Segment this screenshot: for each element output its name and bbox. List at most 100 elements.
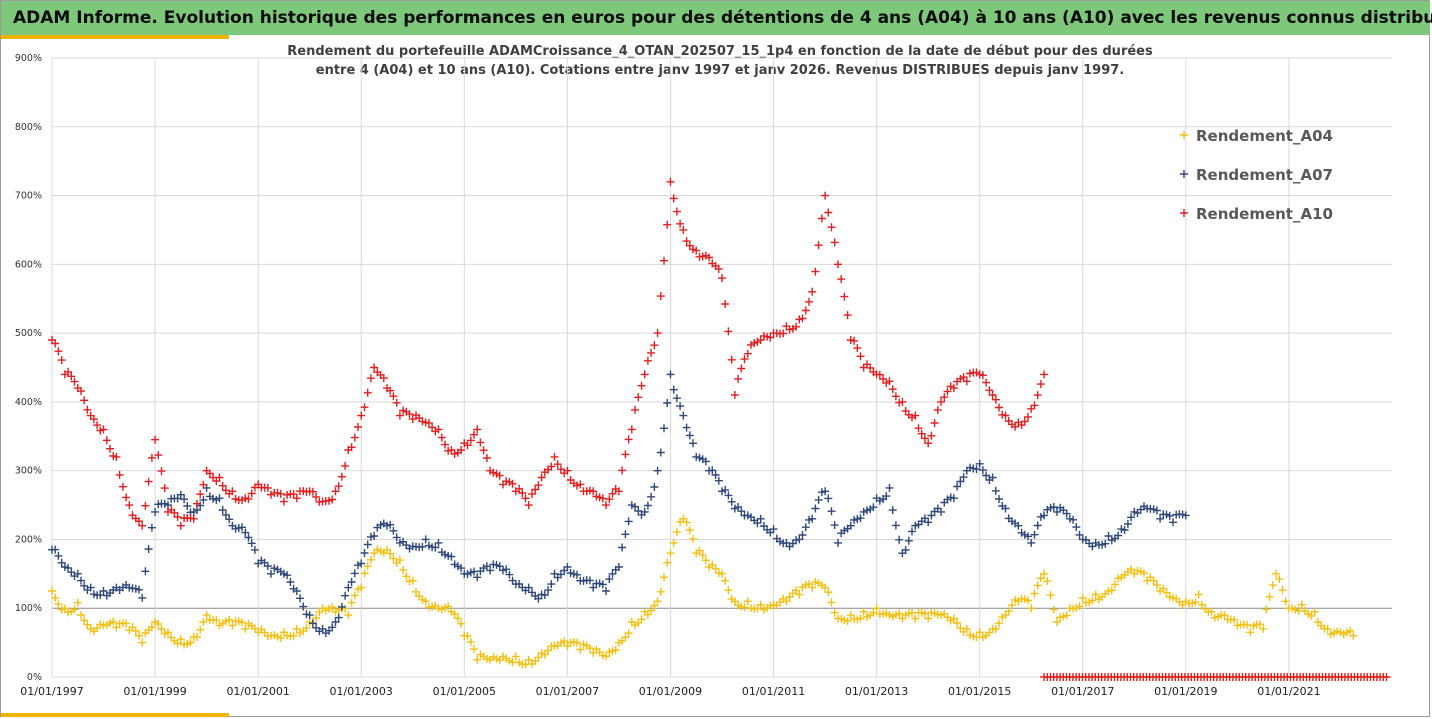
data-point [634, 393, 643, 402]
data-point [495, 562, 504, 571]
data-point [347, 443, 356, 452]
data-point [898, 397, 907, 406]
data-point [86, 583, 95, 592]
data-point [421, 597, 430, 606]
y-tick-label: 600% [15, 259, 42, 270]
data-point [238, 618, 246, 627]
data-point [985, 386, 994, 395]
data-point [463, 631, 472, 640]
data-point [473, 573, 482, 582]
data-point [853, 344, 862, 353]
data-point [244, 533, 253, 542]
data-point [547, 580, 556, 589]
data-point [801, 523, 810, 532]
data-point [1004, 607, 1013, 616]
data-point [676, 402, 685, 411]
data-point [286, 578, 295, 586]
data-point [360, 549, 369, 557]
legend-marker [1180, 170, 1188, 178]
data-point [250, 545, 259, 554]
legend-label: Rendement_A04 [1196, 127, 1333, 145]
data-point [357, 583, 366, 592]
data-point [679, 411, 688, 420]
data-point [937, 507, 945, 516]
data-point [193, 633, 201, 641]
data-point [135, 517, 143, 526]
data-point [705, 253, 714, 262]
data-point [1191, 598, 1200, 607]
y-tick-label: 500% [15, 328, 42, 339]
data-point [843, 617, 852, 626]
data-point [389, 392, 398, 401]
data-point [1230, 615, 1239, 624]
data-point [64, 563, 73, 572]
data-point [508, 479, 517, 488]
data-point [817, 214, 826, 223]
data-point [331, 487, 340, 496]
data-point [1310, 607, 1319, 616]
data-point [463, 441, 472, 450]
data-point [151, 507, 160, 516]
data-point [54, 347, 63, 356]
data-point [585, 576, 594, 585]
data-point [689, 534, 697, 543]
subtitle-line-2: entre 4 (A04) et 10 ans (A10). Cotations… [315, 63, 1125, 78]
data-point [891, 521, 900, 530]
y-tick-label: 100% [15, 603, 42, 614]
data-point [312, 614, 321, 622]
data-point [1181, 511, 1190, 520]
data-point [737, 507, 746, 516]
x-tick-label: 01/01/2013 [845, 685, 908, 698]
data-point [312, 492, 321, 501]
data-point [949, 384, 958, 393]
data-point [637, 381, 646, 390]
data-point [457, 446, 466, 454]
data-point [846, 521, 855, 530]
data-point [1027, 538, 1036, 547]
data-point [109, 617, 118, 626]
data-point [608, 569, 617, 578]
data-point [956, 477, 965, 486]
x-tick-label: 01/01/2015 [948, 685, 1011, 698]
data-point [112, 452, 121, 461]
data-point [718, 274, 726, 283]
data-point [647, 492, 656, 501]
data-point [141, 501, 150, 510]
x-tick-label: 01/01/1999 [123, 685, 186, 698]
data-point [959, 473, 968, 482]
data-point [1272, 569, 1280, 578]
data-point [885, 483, 894, 492]
data-point [1072, 523, 1081, 532]
data-point [808, 287, 817, 296]
data-point [106, 444, 114, 453]
data-point [164, 501, 172, 510]
data-point [1053, 618, 1061, 626]
data-point [982, 471, 991, 480]
y-tick-label: 0% [27, 672, 42, 683]
data-point [347, 598, 356, 607]
data-point [1127, 513, 1136, 522]
x-tick-label: 01/01/2021 [1257, 685, 1320, 698]
data-point [618, 543, 627, 552]
data-point [360, 403, 369, 412]
data-point [937, 397, 945, 406]
data-point [598, 494, 607, 503]
data-point [1014, 521, 1023, 530]
data-point [1062, 509, 1071, 518]
data-point [386, 386, 395, 395]
data-point [534, 481, 543, 490]
y-tick-label: 900% [15, 53, 42, 64]
data-point [608, 489, 617, 498]
data-point [695, 546, 704, 555]
data-point [60, 604, 69, 613]
data-point [434, 538, 443, 547]
data-point [605, 575, 614, 584]
data-point [621, 530, 630, 539]
data-point [1281, 597, 1290, 606]
data-point [953, 619, 962, 628]
data-point [54, 551, 63, 560]
data-point [576, 480, 585, 489]
series-Rendement_A04 [48, 514, 1358, 669]
data-point [724, 586, 733, 595]
data-point [276, 489, 285, 498]
